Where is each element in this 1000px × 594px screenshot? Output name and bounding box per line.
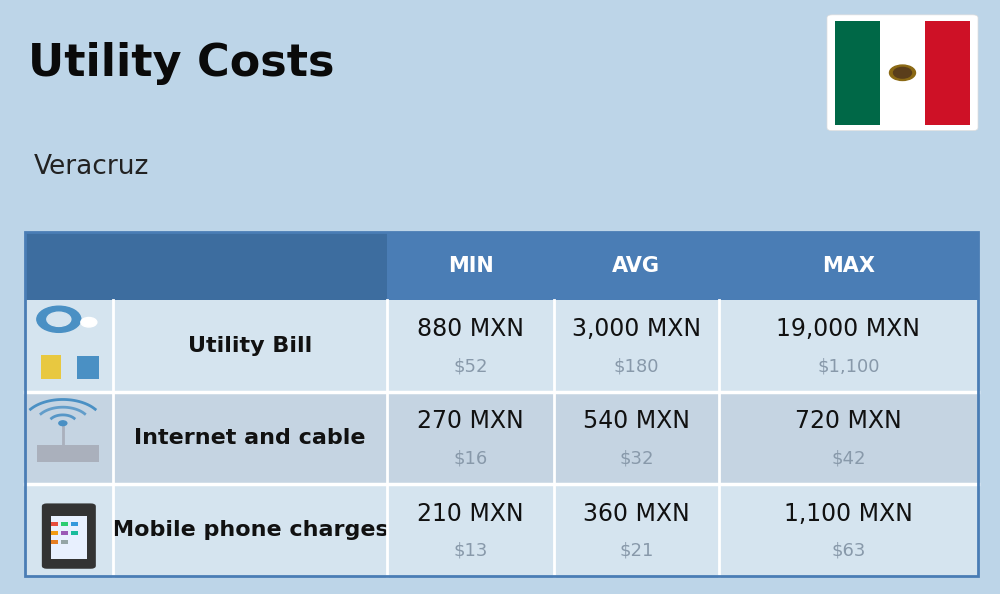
Bar: [25, 232, 113, 300]
Text: Veracruz: Veracruz: [34, 154, 149, 181]
Bar: [113, 232, 387, 300]
Text: 880 MXN: 880 MXN: [417, 317, 524, 342]
Circle shape: [59, 421, 67, 426]
Bar: [25, 392, 978, 484]
Circle shape: [81, 317, 97, 327]
Bar: [77, 356, 99, 379]
Text: MIN: MIN: [448, 256, 493, 276]
Text: $63: $63: [831, 542, 866, 560]
Text: AVG: AVG: [612, 256, 660, 276]
Text: 360 MXN: 360 MXN: [583, 501, 690, 526]
Bar: [25, 232, 978, 300]
Bar: [51, 531, 58, 535]
Text: Internet and cable: Internet and cable: [134, 428, 366, 448]
Bar: [37, 446, 99, 462]
Text: $32: $32: [619, 450, 654, 468]
Circle shape: [894, 68, 912, 78]
Bar: [61, 540, 68, 544]
Text: 210 MXN: 210 MXN: [417, 501, 524, 526]
Text: $13: $13: [453, 542, 488, 560]
FancyBboxPatch shape: [42, 504, 96, 569]
Text: 270 MXN: 270 MXN: [417, 409, 524, 434]
Circle shape: [890, 65, 916, 80]
Text: $16: $16: [453, 450, 488, 468]
Text: MAX: MAX: [822, 256, 875, 276]
Text: $180: $180: [614, 358, 659, 376]
Bar: [25, 232, 978, 576]
Bar: [835, 21, 880, 125]
Bar: [71, 531, 78, 535]
Bar: [51, 522, 58, 526]
Text: 1,100 MXN: 1,100 MXN: [784, 501, 913, 526]
Text: 540 MXN: 540 MXN: [583, 409, 690, 434]
Bar: [61, 531, 68, 535]
Bar: [51, 516, 87, 558]
Circle shape: [47, 312, 71, 327]
Text: 720 MXN: 720 MXN: [795, 409, 902, 434]
Text: 3,000 MXN: 3,000 MXN: [572, 317, 701, 342]
Text: Mobile phone charges: Mobile phone charges: [112, 520, 388, 540]
Text: 19,000 MXN: 19,000 MXN: [776, 317, 920, 342]
Bar: [880, 21, 925, 125]
Circle shape: [37, 307, 81, 333]
Bar: [25, 300, 978, 392]
Bar: [925, 21, 970, 125]
Bar: [41, 355, 61, 379]
Text: Utility Costs: Utility Costs: [28, 42, 334, 84]
FancyBboxPatch shape: [827, 15, 978, 131]
Text: $21: $21: [619, 542, 654, 560]
Text: $52: $52: [453, 358, 488, 376]
Text: Utility Bill: Utility Bill: [188, 336, 312, 356]
Bar: [61, 522, 68, 526]
Text: $1,100: $1,100: [817, 358, 880, 376]
Bar: [71, 522, 78, 526]
Text: $42: $42: [831, 450, 866, 468]
Bar: [25, 484, 978, 576]
Bar: [51, 540, 58, 544]
